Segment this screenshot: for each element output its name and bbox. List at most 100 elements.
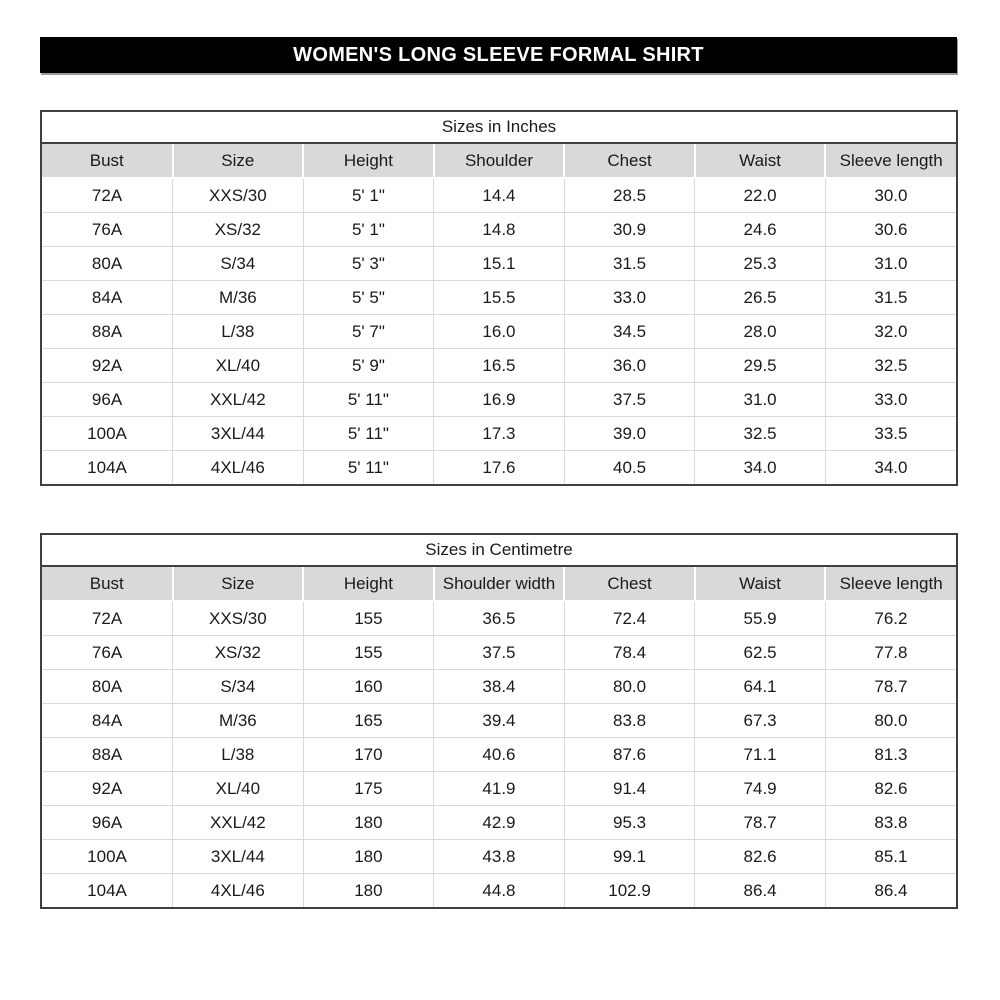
table-cell: XL/40	[172, 771, 304, 806]
table-cell: 39.4	[433, 703, 565, 738]
table-cell: XXL/42	[172, 382, 304, 417]
table-cell: 104A	[42, 450, 173, 484]
table-cell: 16.0	[433, 314, 565, 349]
table-cell: 5' 11"	[302, 416, 434, 451]
table-cell: 100A	[42, 416, 173, 451]
table-cell: 91.4	[563, 771, 695, 806]
table-row: 104A 4XL/46 180 44.8 102.9 86.4 86.4	[42, 873, 956, 907]
table-cell: XS/32	[172, 635, 304, 670]
table-cell: 160	[302, 669, 434, 704]
table-row: 92A XL/40 5' 9" 16.5 36.0 29.5 32.5	[42, 348, 956, 383]
table-title-centimetre: Sizes in Centimetre	[42, 535, 956, 567]
table-cell: 14.4	[433, 178, 565, 213]
inches-table-head: Bust Size Height Shoulder Chest Waist Sleeve l…	[42, 144, 956, 179]
table-cell: 87.6	[563, 737, 695, 772]
table-cell: S/34	[172, 669, 304, 704]
table-cell: 40.6	[433, 737, 565, 772]
table-cell: 92A	[42, 348, 173, 383]
table-cell: M/36	[172, 703, 304, 738]
table-cell: 100A	[42, 839, 173, 874]
size-table-centimetre: Sizes in Centimetre Bust Size Height Should…	[40, 533, 958, 909]
table-cell: 80A	[42, 246, 173, 281]
table-cell: 3XL/44	[172, 416, 304, 451]
table-cell: 16.5	[433, 348, 565, 383]
column-header: Shoulder width	[432, 567, 565, 602]
table-cell: 5' 1"	[302, 178, 434, 213]
table-cell: 22.0	[694, 178, 826, 213]
table-cell: 95.3	[563, 805, 695, 840]
table-cell: 99.1	[563, 839, 695, 874]
table-cell: 83.8	[563, 703, 695, 738]
page-title: WOMEN'S LONG SLEEVE FORMAL SHIRT	[293, 43, 704, 66]
table-cell: 155	[302, 635, 434, 670]
table-cell: 24.6	[694, 212, 826, 247]
column-header: Size	[171, 567, 304, 602]
table-cell: 16.9	[433, 382, 565, 417]
inches-table: Bust Size Height Shoulder Chest Waist Sleeve l…	[42, 144, 956, 484]
column-header: Size	[171, 144, 304, 179]
table-cell: M/36	[172, 280, 304, 315]
table-cell: 5' 5"	[302, 280, 434, 315]
table-cell: 72.4	[563, 601, 695, 636]
table-row: 84A M/36 165 39.4 83.8 67.3 80.0	[42, 703, 956, 738]
title-banner: WOMEN'S LONG SLEEVE FORMAL SHIRT	[40, 37, 957, 73]
table-cell: 88A	[42, 314, 173, 349]
table-cell: 84A	[42, 703, 173, 738]
column-header: Shoulder	[432, 144, 565, 179]
table-cell: 33.0	[563, 280, 695, 315]
table-cell: 80.0	[824, 703, 956, 738]
column-header: Chest	[563, 567, 695, 602]
column-header: Chest	[563, 144, 695, 179]
table-cell: 30.6	[824, 212, 956, 247]
centimetre-table: Bust Size Height Shoulder width Chest Waist Sl…	[42, 567, 956, 907]
table-cell: 5' 11"	[302, 450, 434, 484]
table-cell: 104A	[42, 873, 173, 907]
table-cell: 4XL/46	[172, 873, 304, 907]
table-title-inches: Sizes in Inches	[42, 112, 956, 144]
table-cell: 29.5	[694, 348, 826, 383]
table-row: 88A L/38 170 40.6 87.6 71.1 81.3	[42, 737, 956, 772]
table-cell: 36.5	[433, 601, 565, 636]
table-cell: L/38	[172, 314, 304, 349]
table-cell: 96A	[42, 805, 173, 840]
table-cell: 76A	[42, 212, 173, 247]
table-cell: 55.9	[694, 601, 826, 636]
table-cell: 26.5	[694, 280, 826, 315]
table-cell: 78.7	[824, 669, 956, 704]
table-cell: XXL/42	[172, 805, 304, 840]
table-cell: 74.9	[694, 771, 826, 806]
table-cell: 28.5	[563, 178, 695, 213]
table-cell: 71.1	[694, 737, 826, 772]
table-row: 80A S/34 160 38.4 80.0 64.1 78.7	[42, 669, 956, 704]
table-cell: 31.0	[824, 246, 956, 281]
table-cell: 77.8	[824, 635, 956, 670]
centimetre-table-head: Bust Size Height Shoulder width Chest Waist Sl…	[42, 567, 956, 602]
table-cell: 5' 3"	[302, 246, 434, 281]
table-cell: 34.5	[563, 314, 695, 349]
table-cell: 3XL/44	[172, 839, 304, 874]
table-cell: 82.6	[694, 839, 826, 874]
table-cell: 76A	[42, 635, 173, 670]
table-row: 96A XXL/42 5' 11" 16.9 37.5 31.0 33.0	[42, 382, 956, 417]
table-row: 88A L/38 5' 7" 16.0 34.5 28.0 32.0	[42, 314, 956, 349]
table-cell: 86.4	[824, 873, 956, 907]
table-row: 100A 3XL/44 180 43.8 99.1 82.6 85.1	[42, 839, 956, 874]
table-cell: 102.9	[563, 873, 695, 907]
column-header: Sleeve length	[824, 567, 956, 602]
table-cell: L/38	[172, 737, 304, 772]
table-cell: 72A	[91, 608, 123, 628]
table-cell: 180	[302, 805, 434, 840]
table-cell: 15.5	[433, 280, 565, 315]
table-cell: 37.5	[563, 382, 695, 417]
table-cell: 84A	[42, 280, 173, 315]
table-cell: 17.3	[433, 416, 565, 451]
column-header: Sleeve length	[824, 144, 956, 179]
table-cell: 44.8	[433, 873, 565, 907]
table-cell: 40.5	[563, 450, 695, 484]
table-cell: 180	[302, 839, 434, 874]
table-cell: 15.1	[433, 246, 565, 281]
table-cell: 34.0	[824, 450, 956, 484]
table-cell: 34.0	[694, 450, 826, 484]
table-cell: XS/32	[172, 212, 304, 247]
table-cell: 41.9	[433, 771, 565, 806]
